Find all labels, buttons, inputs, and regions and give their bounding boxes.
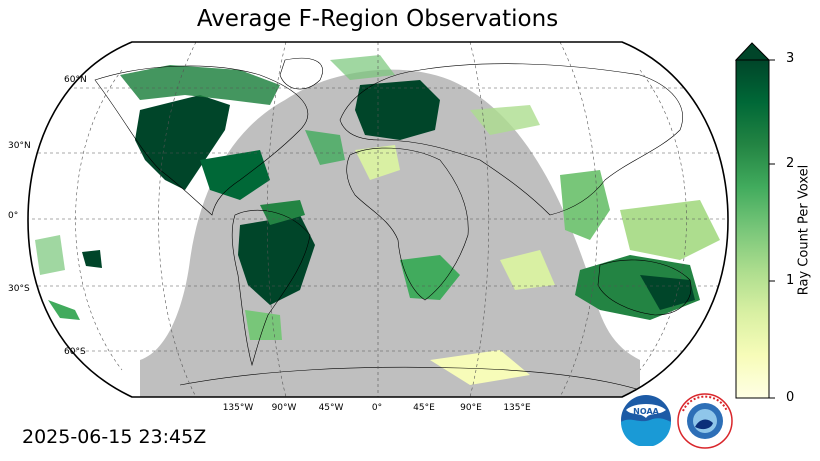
lat-label-60s: 60°S — [64, 347, 86, 357]
coast-north-america — [94, 65, 309, 216]
density-south-pacific — [48, 300, 80, 320]
ray-density-layer — [35, 55, 720, 385]
density-brazil-fringe — [260, 200, 305, 225]
density-atlantic — [305, 130, 345, 165]
nws-logo — [677, 393, 733, 449]
density-arctic — [330, 55, 395, 80]
density-australia-core — [640, 275, 695, 310]
lon-label-45w: 45°W — [318, 403, 344, 413]
coast-south-america — [231, 209, 311, 367]
graticule — [28, 42, 728, 397]
noaa-logo-text: NOAA — [633, 407, 659, 416]
density-asia-pacific — [560, 170, 610, 240]
lon-label-45e: 45°E — [413, 403, 435, 413]
coast-antarctica — [179, 366, 641, 391]
colorbar-gradient — [735, 59, 770, 399]
density-central-america — [200, 150, 270, 200]
colorbar-tick-3: 3 — [786, 51, 795, 66]
lat-label-60n: 60°N — [64, 75, 87, 85]
density-south-chile — [245, 310, 282, 340]
lat-label-30n: 30°N — [8, 141, 31, 151]
lon-label-0: 0° — [371, 403, 383, 413]
coast-australia — [597, 259, 692, 316]
lat-label-30s: 30°S — [8, 284, 30, 294]
colorbar — [735, 42, 775, 399]
lon-label-135e: 135°E — [503, 403, 531, 413]
lon-label-90w: 90°W — [271, 403, 297, 413]
colorbar-extend-arrow — [735, 42, 771, 61]
density-pacific-east — [620, 200, 720, 260]
lat-label-0: 0° — [8, 211, 19, 221]
density-europe — [355, 80, 440, 140]
density-indian-ocean — [500, 250, 555, 290]
density-north-america — [135, 95, 230, 190]
lon-label-135w: 135°W — [222, 403, 254, 413]
coast-eurasia — [339, 63, 683, 216]
density-siberia — [470, 105, 540, 135]
timestamp: 2025-06-15 23:45Z — [22, 426, 207, 448]
colorbar-tick-0: 0 — [786, 390, 795, 405]
density-southern-africa — [400, 255, 460, 300]
coast-africa — [346, 147, 469, 301]
globe-outline — [27, 41, 729, 398]
density-south-america — [238, 215, 315, 305]
density-antarctic — [430, 350, 530, 385]
chart-title: Average F-Region Observations — [196, 6, 559, 32]
density-africa-west — [355, 145, 400, 180]
density-alaska-canada — [120, 65, 280, 105]
noaa-logo: NOAA — [621, 395, 671, 446]
lon-label-90e: 90°E — [460, 403, 482, 413]
density-hawaii — [82, 250, 102, 268]
colorbar-label: Ray Count Per Voxel — [796, 164, 812, 296]
colorbar-tick-1: 1 — [786, 273, 795, 288]
density-west-pacific — [35, 235, 65, 275]
colorbar-tick-2: 2 — [786, 156, 795, 171]
coastlines — [94, 57, 692, 391]
